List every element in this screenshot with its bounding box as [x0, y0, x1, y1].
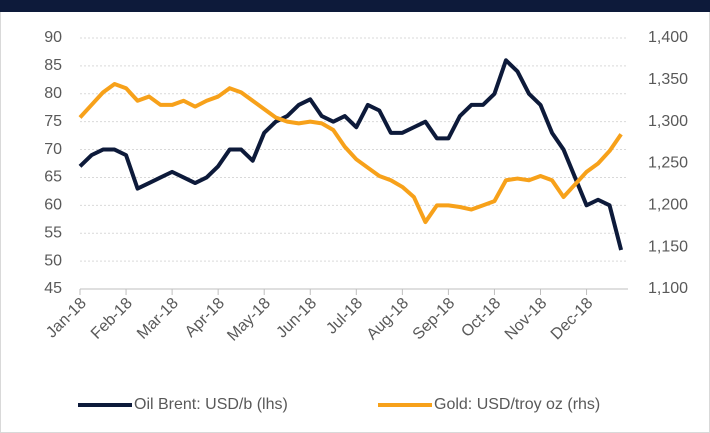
y2-tick-label: 1,400	[648, 29, 688, 46]
y-tick-label: 65	[44, 169, 62, 186]
legend-label: Gold: USD/troy oz (rhs)	[434, 396, 600, 413]
series-line	[78, 58, 624, 251]
y-tick-label: 85	[44, 57, 62, 74]
y2-tick-label: 1,100	[648, 280, 688, 297]
y-tick-label: 80	[44, 85, 62, 102]
y-tick-label: 75	[44, 113, 62, 130]
legend-label: Oil Brent: USD/b (lhs)	[134, 396, 288, 413]
y-tick-label: 50	[44, 252, 62, 269]
y2-tick-label: 1,300	[648, 113, 688, 130]
y2-tick-label: 1,150	[648, 238, 688, 255]
y-tick-label: 55	[44, 224, 62, 241]
y-tick-label: 45	[44, 280, 62, 297]
y-tick-label: 90	[44, 29, 62, 46]
y2-tick-label: 1,250	[648, 155, 688, 172]
header-bar	[0, 0, 710, 12]
y2-tick-label: 1,350	[648, 71, 688, 88]
y2-tick-label: 1,200	[648, 197, 688, 214]
y-tick-label: 70	[44, 141, 62, 158]
y-tick-label: 60	[44, 197, 62, 214]
series-line	[78, 82, 623, 225]
